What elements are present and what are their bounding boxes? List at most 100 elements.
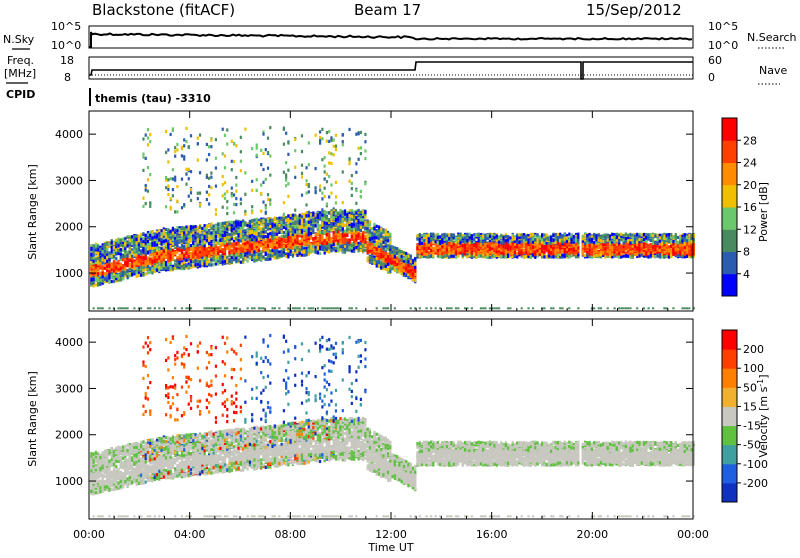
power-cell [256,224,258,227]
power-cell [201,239,203,242]
power-cell [228,258,230,261]
power-cell [213,236,215,239]
power-cell [226,212,228,215]
power-cell [251,189,253,192]
power-cell [199,260,201,263]
power-cell [147,178,149,181]
power-cell [355,162,357,165]
power-cell [90,244,92,247]
power-cell [326,211,328,214]
power-cell [176,185,178,188]
power-cell [174,267,176,270]
power-cell [102,245,104,248]
power-cell [163,263,165,266]
power-cell [299,245,301,248]
power-cell [219,230,221,233]
power-cell [260,210,262,213]
power-cell [117,260,119,263]
power-cell [351,218,353,221]
power-cell [335,134,337,137]
power-cell [296,237,298,240]
power-cell [170,257,172,260]
power-cell [335,228,337,231]
power-cell [156,243,158,246]
power-cell [174,228,176,231]
power-cell [199,251,201,254]
power-cell [310,237,312,240]
power-cell [165,151,167,154]
power-cell [102,267,104,270]
power-cell [262,220,264,223]
power-cell [262,152,264,155]
power-cell [330,228,332,231]
power-cell [99,282,101,285]
power-cell [240,261,242,264]
power-cell [271,242,273,245]
power-cell [167,258,169,261]
power-cell [271,222,273,225]
power-cell [324,164,326,167]
power-cell [217,307,219,309]
power-cell [111,268,113,271]
power-cell [335,235,337,238]
power-cell [99,265,101,268]
power-cell [113,242,115,245]
power-cell [210,247,212,250]
power-cell [219,239,221,242]
power-cell [181,240,183,243]
power-cell [194,247,196,250]
power-cell [253,235,255,238]
power-cell [310,307,312,309]
power-cell [222,206,224,209]
power-cell [224,255,226,258]
power-cell [308,248,310,251]
power-cell [344,241,346,244]
power-cell [240,136,242,139]
power-cell [258,253,260,256]
power-cell [283,143,285,146]
power-cell [358,147,360,150]
power-cell [324,246,326,249]
power-cell [296,225,298,228]
power-cell [104,253,106,256]
power-cell [226,237,228,240]
power-cell [111,280,113,283]
power-cell [160,250,162,253]
power-cell [281,238,283,241]
power-cell [314,237,316,240]
power-cell [267,238,269,241]
power-cell [199,235,201,238]
power-cell [287,228,289,231]
power-cell [247,245,249,248]
power-cell [167,267,169,270]
power-cell [233,243,235,246]
power-cell [208,185,210,188]
power-cell [278,224,280,227]
power-cell [131,251,133,254]
power-cell [253,222,255,225]
power-cell [292,243,294,246]
power-cell [133,241,135,244]
power-cell [317,233,319,236]
power-cell [290,214,292,217]
power-cell [251,236,253,239]
power-cell [197,260,199,263]
power-cell [269,232,271,235]
power-cell [274,223,276,226]
power-cell [172,129,174,132]
power-cell [278,227,280,230]
power-cell [176,143,178,146]
power-cell [312,307,314,309]
power-cell [176,235,178,238]
power-cell [360,236,362,239]
power-cell [244,128,246,131]
power-cell [256,147,258,150]
power-cell [283,213,285,216]
power-cell [351,194,353,197]
power-cell [285,248,287,251]
power-cell [344,248,346,251]
power-cell [208,232,210,235]
power-cell [244,242,246,245]
power-cell [176,259,178,262]
power-cell [215,225,217,228]
